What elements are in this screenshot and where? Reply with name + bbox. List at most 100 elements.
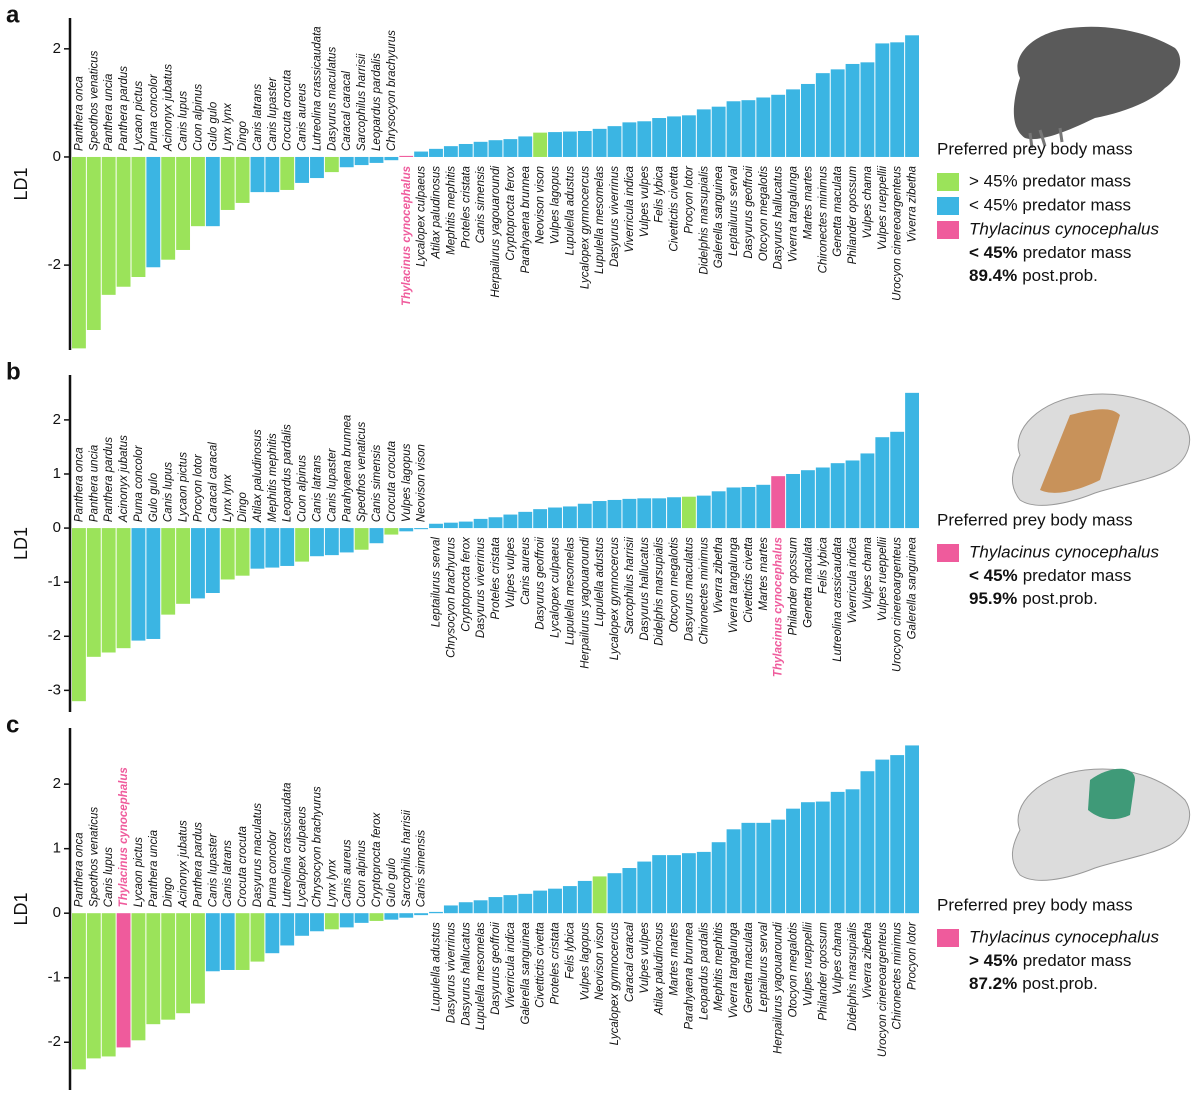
bar bbox=[637, 498, 652, 529]
bar-label: Viverricula indica bbox=[624, 166, 636, 253]
bar bbox=[205, 913, 220, 972]
bar bbox=[116, 156, 131, 287]
teeth bbox=[1028, 127, 1064, 149]
bar-label: Lynx lynx bbox=[222, 473, 234, 522]
bar-label: Martes martes bbox=[669, 922, 681, 996]
bar bbox=[905, 35, 919, 157]
bar bbox=[86, 528, 101, 657]
bar bbox=[458, 143, 473, 157]
bar-label: Leopardus pardalis bbox=[698, 922, 710, 1020]
bar bbox=[101, 913, 116, 1057]
bar-label: Chrysocyon brachyurus bbox=[445, 537, 457, 658]
bar bbox=[324, 528, 339, 556]
legend-prob-text: post.prob. bbox=[1022, 589, 1098, 608]
bar-label: Puma concolor bbox=[267, 829, 279, 907]
bar bbox=[890, 42, 905, 157]
y-tick-label: -2 bbox=[48, 627, 61, 644]
bar bbox=[890, 431, 905, 529]
bar bbox=[800, 802, 815, 914]
bar-label: Parahyaena brunnea bbox=[520, 166, 532, 273]
bar-label: Panthera uncia bbox=[88, 445, 100, 522]
bar bbox=[458, 521, 473, 529]
bar-label: Crocuta crocuta bbox=[237, 826, 249, 907]
bar-label: Galerella sanguinea bbox=[907, 537, 919, 639]
bar bbox=[503, 139, 518, 157]
bar-label: Urocyon cinereoargenteus bbox=[877, 922, 889, 1057]
legend-swatch bbox=[937, 197, 959, 215]
bar-label: Lupulella adustus bbox=[564, 166, 576, 256]
legend-title: Preferred prey body mass bbox=[937, 139, 1133, 158]
legend-prob-value: 95.9% bbox=[969, 589, 1017, 608]
bar-label: Crocuta crocuta bbox=[282, 70, 294, 151]
bar-label: Chrysocyon brachyurus bbox=[386, 30, 398, 151]
bar-label: Canis lupaster bbox=[207, 833, 219, 908]
bar-label: Lycalopex gymnocercus bbox=[609, 537, 621, 660]
bar-label: Puma concolor bbox=[133, 444, 145, 522]
legend-prob: 89.4% post.prob. bbox=[969, 266, 1098, 285]
bar-label: Martes martes bbox=[802, 166, 814, 240]
bar bbox=[324, 913, 339, 930]
bar bbox=[815, 73, 830, 157]
bar-label: Otocyon megalotis bbox=[669, 537, 681, 632]
bar bbox=[622, 498, 637, 529]
bar bbox=[726, 101, 741, 157]
bar-label: Thylacinus cynocephalus bbox=[118, 767, 130, 907]
bar bbox=[741, 486, 756, 529]
bar bbox=[250, 913, 265, 962]
bar bbox=[101, 156, 116, 295]
bar bbox=[711, 491, 726, 529]
bar-label: Canis latrans bbox=[252, 84, 264, 151]
y-tick-label: 0 bbox=[53, 519, 61, 536]
bar-label: Panthera pardus bbox=[118, 66, 130, 151]
bar-label: Lycaon pictus bbox=[178, 452, 190, 522]
bar-label: Panthera onca bbox=[73, 447, 85, 522]
bar-label: Neovison vison bbox=[594, 922, 606, 1000]
bar-label: Herpailurus yagouaroundi bbox=[490, 166, 502, 298]
bar-label: Vulpes rueppellii bbox=[877, 166, 889, 251]
bar-label: Felis lybica bbox=[654, 166, 666, 223]
bar-label: Canis aureus bbox=[520, 537, 532, 605]
bar bbox=[607, 499, 622, 529]
bar bbox=[830, 463, 845, 529]
bar-label: Atilax paludinosus bbox=[252, 429, 264, 523]
bar bbox=[235, 156, 250, 203]
legend-class-value: > 45% bbox=[969, 951, 1018, 970]
bar bbox=[592, 501, 607, 529]
bar bbox=[667, 116, 681, 157]
bar bbox=[399, 155, 414, 157]
bar-label: Speothos venaticus bbox=[88, 50, 100, 151]
legend-prob: 87.2% post.prob. bbox=[969, 974, 1098, 993]
bar bbox=[458, 902, 473, 914]
bar-label: Panthera onca bbox=[73, 76, 85, 151]
bar bbox=[681, 115, 696, 157]
bar-label: Didelphis marsupialis bbox=[654, 537, 666, 646]
bar-label: Dasyurus hallucatus bbox=[460, 922, 472, 1026]
legend-class: < 45% predator mass bbox=[969, 243, 1131, 262]
y-tick-label: -2 bbox=[48, 256, 61, 273]
bar bbox=[116, 913, 131, 1048]
bar-label: Urocyon cinereoargenteus bbox=[892, 166, 904, 301]
bar-label: Canis aureus bbox=[341, 839, 353, 907]
bar bbox=[696, 109, 711, 157]
bar bbox=[473, 141, 488, 157]
bar-label: Viverra zibetha bbox=[713, 537, 725, 614]
bar bbox=[205, 156, 220, 227]
bar bbox=[161, 528, 176, 615]
legend-prob-value: 89.4% bbox=[969, 266, 1017, 285]
bar bbox=[339, 913, 354, 928]
bar bbox=[176, 528, 191, 604]
bar-label: Cryptoprocta ferox bbox=[505, 165, 517, 261]
panel-letter: c bbox=[6, 711, 19, 738]
bar-label: Lupulella mesomelas bbox=[475, 922, 487, 1030]
bar-label: Dasyurus geoffroii bbox=[535, 537, 547, 630]
bar bbox=[369, 156, 384, 163]
bar bbox=[235, 913, 250, 970]
bar bbox=[800, 83, 815, 157]
bar bbox=[414, 528, 429, 530]
bar bbox=[384, 156, 399, 161]
bar bbox=[771, 476, 786, 529]
bar bbox=[191, 913, 205, 1004]
bar-label: Otocyon megalotis bbox=[788, 922, 800, 1017]
legend-swatch bbox=[937, 929, 959, 947]
legend-prob: 95.9% post.prob. bbox=[969, 589, 1098, 608]
